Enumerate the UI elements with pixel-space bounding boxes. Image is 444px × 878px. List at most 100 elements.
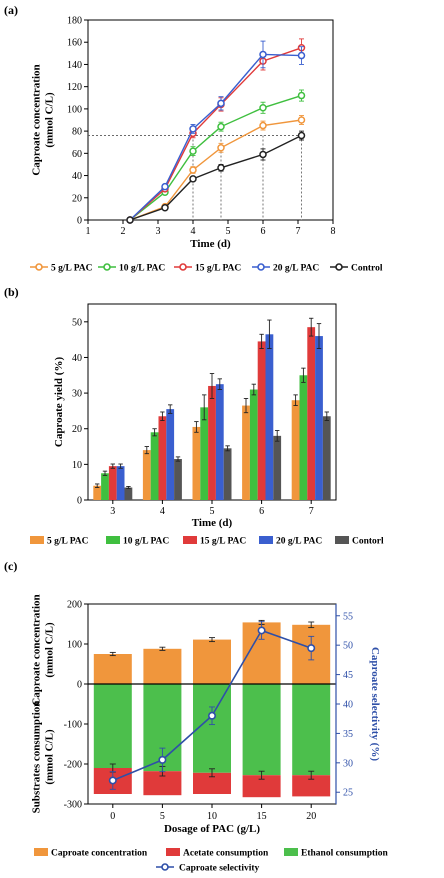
y-tick-label: 40 [72,353,82,364]
legend-swatch [259,536,273,544]
y-tick-label: 0 [77,216,82,227]
legend-item: 15 g/L PAC [174,263,241,274]
data-point [217,144,225,152]
x-tick-label: 7 [296,226,301,237]
bar [174,459,182,500]
series-0 [93,394,300,500]
y-tick-label: 80 [72,127,82,138]
right-tick-label: 30 [343,758,353,769]
bar [124,487,133,500]
y-tick-label: 40 [72,171,82,182]
right-tick-label: 50 [343,641,353,652]
data-point [189,175,197,183]
bar [200,407,209,500]
data-point [217,122,225,131]
x-tick-label: 6 [261,226,266,237]
bar [273,435,282,500]
y-tick-label: 200 [67,600,82,611]
y-axis-label-top-line: (mmol C/L) [44,622,56,678]
data-point [217,99,225,108]
right-axis-label: Caproate selectivity (%) [369,647,381,761]
legend-item: 5 g/L PAC [30,263,93,274]
x-tick-label: 3 [110,506,115,517]
y-tick-label: 120 [67,82,82,93]
x-tick-label: 3 [156,226,161,237]
bar [257,341,266,500]
y-tick-label: 10 [72,460,82,471]
legend-item: 10 g/L PAC [106,536,169,547]
selectivity-point [257,626,266,635]
panel-a-line-chart: (a) 0 20 40 60 80 100 120 140 160 180 1 2 3 4 5 6 7 8 Time … [4,3,383,274]
legend-swatch [166,848,180,856]
bar [315,336,323,500]
y-tick-label: -300 [64,800,82,811]
bar [299,375,308,500]
data-point [189,147,197,155]
series-2 [108,317,316,500]
bar [249,389,258,500]
right-tick-label: 45 [343,670,353,681]
x-tick-label: 4 [191,226,196,237]
bar [158,416,167,500]
legend-item: 20 g/L PAC [259,536,322,547]
y-tick-label: 0 [77,680,82,691]
y-tick-label: 50 [72,317,82,328]
selectivity-point [108,776,117,785]
bar [192,426,201,500]
legend-item: Control [330,263,383,274]
bar [242,405,250,500]
legend-item: Contorl [335,536,384,547]
legend-point-marker [179,263,187,271]
bar-ethanol [93,684,132,768]
bar-ethanol [242,684,281,776]
series-line [129,53,302,221]
bar-acetate [292,775,331,797]
y-axis-label-line: (mmol C/L) [44,92,56,148]
y-tick-label: 100 [67,104,82,115]
y-tick-label: 180 [67,16,82,27]
y-axis-label-top: Caproate concentration (mmol C/L) [31,594,56,705]
series-line [129,119,302,221]
plot-frame [87,19,334,221]
legend-swatch [335,536,349,544]
selectivity-point [158,755,167,764]
legend-label: 10 g/L PAC [119,264,165,274]
bar-group [143,646,182,796]
y-axis-label: Caproate yield (%) [53,357,65,448]
y-axis-label-line: Caproate concentration [31,64,43,175]
bar-acetate [193,772,231,794]
right-tick-label: 25 [343,788,353,799]
x-axis-label: Time (d) [190,238,231,250]
legend-swatch [183,536,197,544]
x-tick-label: 20 [306,811,316,822]
panel-label: (c) [4,559,17,573]
x-tick-label: 4 [160,506,165,517]
x-tick-label: 1 [86,226,91,237]
legend-label: 20 g/L PAC [273,264,319,274]
bar-acetate [242,775,281,798]
legend-swatch [34,848,48,856]
selectivity-point [307,644,316,653]
panel-b-bar-chart: (b) 0 10 20 30 40 50 3 4 5 6 7 Time (d) Caproate yiel… [4,285,384,547]
y-axis-label-bottom-line: (mmol C/L) [44,729,56,785]
bar-group [193,637,231,794]
legend-point-marker [103,263,111,271]
legend-point-marker [35,263,43,271]
right-tick-label: 40 [343,700,353,711]
legend-label: Ethanol consumption [301,849,389,859]
bar-caproate [193,639,231,684]
x-tick-label: 0 [110,811,115,822]
data-point [189,166,197,174]
y-axis-label-top-line: Caproate concentration [31,594,43,705]
legend-item: Caproate concentration [34,848,148,859]
bar-group [93,651,132,794]
x-axis-label: Time (d) [192,517,233,529]
bar [108,466,117,500]
bar [101,473,109,500]
legend-swatch [30,536,44,544]
legend-item: 5 g/L PAC [30,536,89,547]
series-line [129,94,302,221]
legend-label: 20 g/L PAC [276,537,322,547]
bar [322,416,331,500]
